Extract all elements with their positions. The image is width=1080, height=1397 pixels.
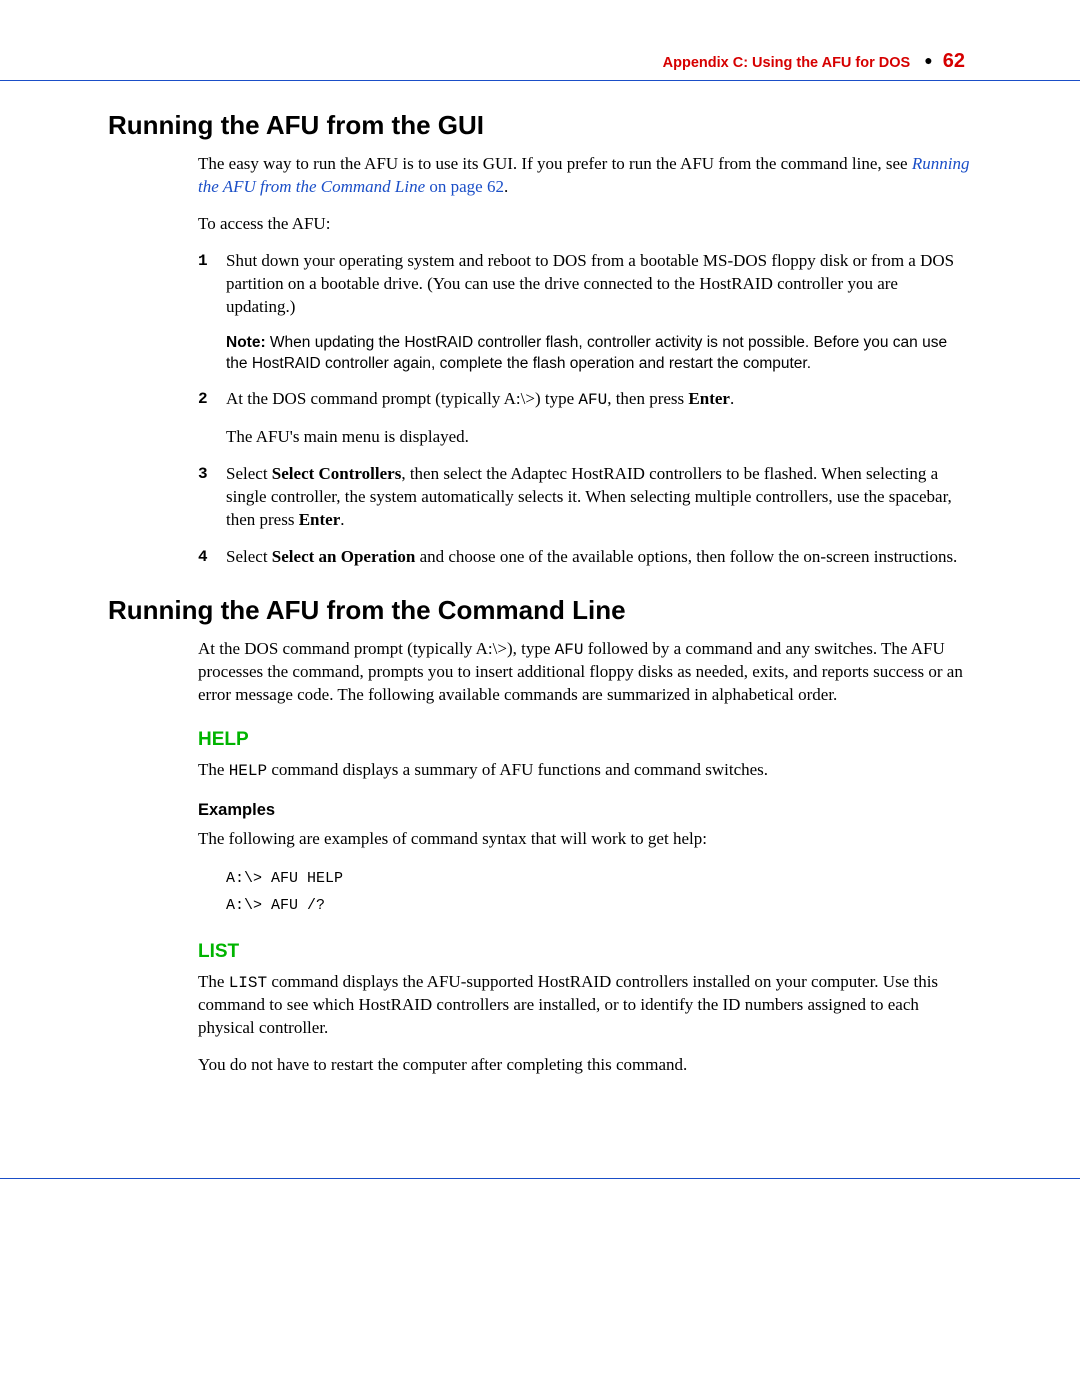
step4-pre: Select: [226, 547, 272, 566]
step3-pre: Select: [226, 464, 272, 483]
step2-post: .: [730, 389, 734, 408]
help-body-post: command displays a summary of AFU functi…: [267, 760, 768, 779]
step-num-2: 2: [198, 388, 226, 412]
step-2-followup: The AFU's main menu is displayed.: [226, 426, 970, 449]
cli-intro: At the DOS command prompt (typically A:\…: [198, 638, 970, 707]
step2-mid: , then press: [607, 389, 688, 408]
help-body-cmd: HELP: [229, 762, 267, 780]
step-4-text: Select Select an Operation and choose on…: [226, 546, 970, 569]
step-1: 1 Shut down your operating system and re…: [198, 250, 970, 319]
step-1-text: Shut down your operating system and rebo…: [226, 250, 970, 319]
step2-enter: Enter: [688, 389, 730, 408]
help-code-block: A:\> AFU HELP A:\> AFU /?: [226, 865, 970, 919]
cli-intro-cmd: AFU: [555, 641, 584, 659]
list-heading: LIST: [198, 941, 970, 963]
step2-cmd: AFU: [578, 391, 607, 409]
list-body2: You do not have to restart the computer …: [198, 1054, 970, 1077]
note-text: When updating the HostRAID controller fl…: [226, 334, 947, 372]
intro-pre: The easy way to run the AFU is to use it…: [198, 154, 912, 173]
content-area: Running the AFU from the GUI The easy wa…: [108, 110, 970, 1091]
note-label: Note:: [226, 334, 266, 351]
help-heading: HELP: [198, 729, 970, 751]
section-heading-gui: Running the AFU from the GUI: [108, 110, 970, 141]
intro-post: .: [504, 177, 508, 196]
step-num-3: 3: [198, 463, 226, 532]
page-number: 62: [943, 50, 965, 72]
help-body: The HELP command displays a summary of A…: [198, 759, 970, 783]
section-heading-cli: Running the AFU from the Command Line: [108, 595, 970, 626]
step4-b1: Select an Operation: [272, 547, 416, 566]
step3-b1: Select Controllers: [272, 464, 402, 483]
step3-post: .: [340, 510, 344, 529]
header-rule: [0, 80, 1080, 81]
access-line: To access the AFU:: [198, 213, 970, 236]
running-header: Appendix C: Using the AFU for DOS ● 62: [663, 50, 965, 73]
page-root: Appendix C: Using the AFU for DOS ● 62 R…: [0, 0, 1080, 1397]
cli-intro-pre: At the DOS command prompt (typically A:\…: [198, 639, 555, 658]
list-body: The LIST command displays the AFU-suppor…: [198, 971, 970, 1040]
note-block: Note: When updating the HostRAID control…: [226, 333, 970, 375]
list-body-post: command displays the AFU-supported HostR…: [198, 972, 938, 1038]
step-3: 3 Select Select Controllers, then select…: [198, 463, 970, 532]
intro-paragraph: The easy way to run the AFU is to use it…: [198, 153, 970, 199]
examples-heading: Examples: [198, 801, 970, 820]
step-num-4: 4: [198, 546, 226, 569]
step-2-text: At the DOS command prompt (typically A:\…: [226, 388, 970, 412]
appendix-label: Appendix C: Using the AFU for DOS: [663, 55, 911, 71]
examples-intro: The following are examples of command sy…: [198, 828, 970, 851]
step-2: 2 At the DOS command prompt (typically A…: [198, 388, 970, 412]
step3-enter: Enter: [299, 510, 341, 529]
help-body-pre: The: [198, 760, 229, 779]
step2-pre: At the DOS command prompt (typically A:\…: [226, 389, 578, 408]
footer-rule: [0, 1178, 1080, 1179]
list-body-cmd: LIST: [229, 974, 267, 992]
step4-post: and choose one of the available options,…: [415, 547, 957, 566]
step-3-text: Select Select Controllers, then select t…: [226, 463, 970, 532]
step-4: 4 Select Select an Operation and choose …: [198, 546, 970, 569]
step-num-1: 1: [198, 250, 226, 319]
intro-link-ext[interactable]: on page 62: [425, 177, 504, 196]
header-bullet: ●: [924, 52, 932, 68]
list-body-pre: The: [198, 972, 229, 991]
